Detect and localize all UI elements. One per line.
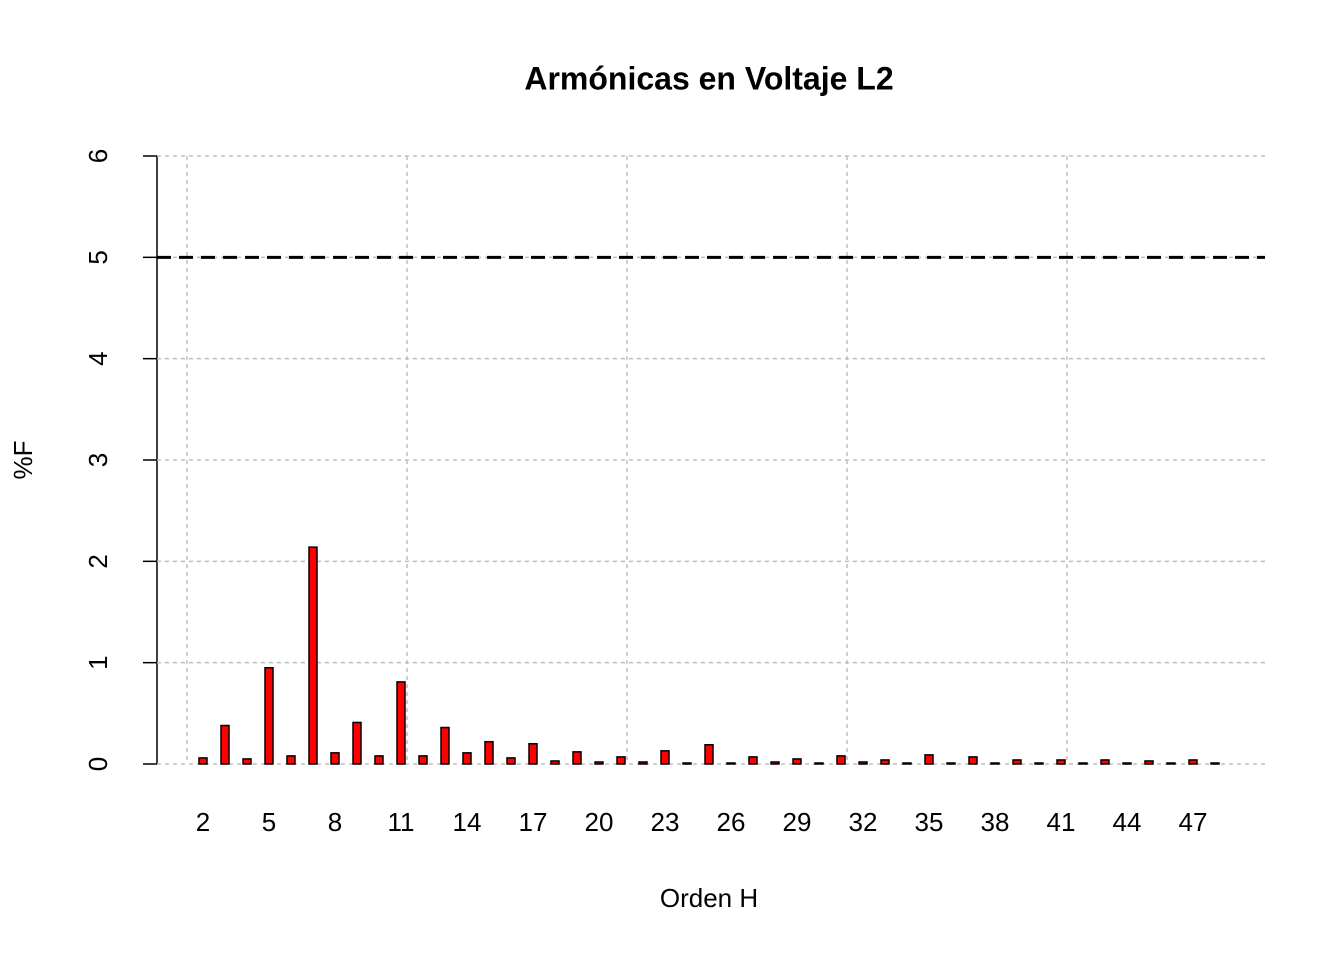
x-tick-label: 14 [453, 807, 482, 837]
bar [418, 755, 428, 765]
bar [440, 726, 450, 765]
bar [1210, 762, 1220, 765]
x-tick-label: 44 [1113, 807, 1142, 837]
bar [836, 755, 846, 765]
bar [968, 756, 978, 765]
bar [528, 742, 538, 765]
bar [484, 740, 494, 765]
bar [242, 758, 252, 765]
y-tick-label: 0 [83, 757, 113, 771]
x-tick-label: 5 [262, 807, 276, 837]
bar [1012, 759, 1022, 765]
bar [308, 546, 318, 765]
x-tick-label: 47 [1179, 807, 1208, 837]
bar [550, 760, 560, 765]
bar [726, 762, 736, 765]
x-tick-label: 20 [585, 807, 614, 837]
x-tick-label: 29 [783, 807, 812, 837]
x-axis-label: Orden H [660, 883, 758, 913]
bar [792, 758, 802, 765]
x-tick-label: 8 [328, 807, 342, 837]
bar [572, 751, 582, 765]
y-tick-label: 1 [83, 655, 113, 669]
y-tick-label: 2 [83, 554, 113, 568]
x-tick-label: 26 [717, 807, 746, 837]
bar [1034, 762, 1044, 765]
bar [352, 721, 362, 765]
bar [1078, 762, 1088, 765]
x-tick-label: 23 [651, 807, 680, 837]
bar [1166, 762, 1176, 765]
x-tick-label: 41 [1047, 807, 1076, 837]
bar [286, 755, 296, 765]
bar [1144, 760, 1154, 765]
bar [198, 757, 208, 765]
bar [264, 666, 274, 765]
bar [1100, 759, 1110, 765]
x-tick-label: 32 [849, 807, 878, 837]
bar [1122, 762, 1132, 765]
bar [1188, 759, 1198, 765]
bar [396, 681, 406, 765]
bar [1056, 759, 1066, 765]
y-tick-label: 3 [83, 453, 113, 467]
x-tick-label: 17 [519, 807, 548, 837]
y-tick-label: 6 [83, 149, 113, 163]
bar [858, 761, 868, 765]
bar [220, 724, 230, 765]
bar [880, 759, 890, 765]
bar [506, 757, 516, 765]
bar [924, 754, 934, 765]
bar [682, 762, 692, 765]
bar [616, 756, 626, 765]
bar [594, 761, 604, 765]
bar [770, 761, 780, 765]
y-tick-label: 5 [83, 250, 113, 264]
bar [704, 743, 714, 765]
y-axis-label: %F [8, 441, 38, 480]
bar [638, 761, 648, 765]
x-tick-label: 11 [388, 807, 415, 837]
bar [946, 762, 956, 765]
bar [990, 762, 1000, 765]
bar [748, 756, 758, 765]
x-tick-label: 2 [196, 807, 210, 837]
x-tick-label: 35 [915, 807, 944, 837]
bar [374, 755, 384, 765]
bar [660, 750, 670, 765]
bar [902, 762, 912, 765]
bar [330, 752, 340, 765]
chart-title: Armónicas en Voltaje L2 [524, 60, 893, 96]
bar [462, 752, 472, 765]
x-tick-label: 38 [981, 807, 1010, 837]
y-tick-label: 4 [83, 351, 113, 365]
bar [814, 762, 824, 765]
